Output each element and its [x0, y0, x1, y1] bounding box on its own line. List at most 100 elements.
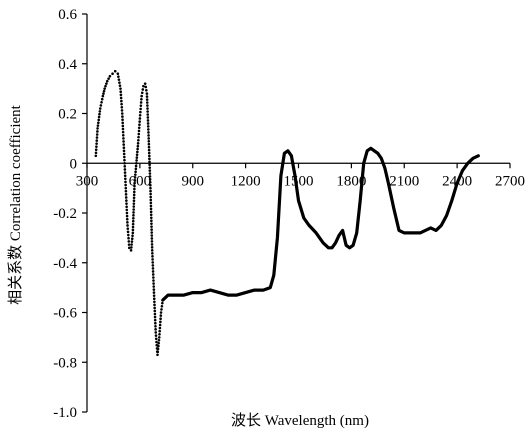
data-point	[143, 82, 147, 85]
data-point	[121, 130, 125, 134]
data-point	[159, 320, 162, 324]
data-point	[100, 101, 103, 104]
data-point	[117, 75, 120, 78]
data-point	[100, 97, 104, 101]
data-point	[129, 249, 133, 252]
data-point	[123, 174, 127, 177]
data-point	[149, 213, 153, 217]
data-point	[148, 163, 151, 167]
data-point	[119, 87, 122, 90]
data-point	[158, 323, 162, 327]
data-point	[132, 193, 136, 197]
y-tick-label: -0.6	[53, 306, 77, 322]
data-point	[120, 109, 124, 112]
data-point	[160, 308, 163, 311]
data-point	[125, 214, 129, 218]
data-point	[123, 158, 126, 162]
data-point	[146, 104, 149, 107]
data-point	[122, 143, 126, 146]
data-point	[122, 149, 126, 153]
data-point	[134, 167, 138, 171]
data-point	[94, 154, 98, 158]
data-point	[151, 267, 155, 270]
data-point	[111, 72, 114, 75]
data-point	[148, 178, 152, 181]
data-point	[97, 115, 101, 119]
data-point	[137, 129, 141, 133]
data-point	[147, 142, 151, 146]
data-point	[158, 326, 162, 330]
data-point	[133, 187, 136, 191]
data-point	[150, 219, 153, 222]
data-point	[160, 304, 164, 308]
data-point	[126, 233, 130, 237]
data-point	[156, 353, 159, 357]
data-point	[124, 180, 127, 184]
data-point	[149, 183, 152, 187]
data-point	[130, 243, 133, 246]
data-point	[126, 224, 129, 227]
data-point	[132, 205, 136, 208]
data-point	[132, 199, 136, 203]
data-point	[146, 125, 150, 128]
data-point	[127, 240, 131, 243]
data-point	[146, 119, 150, 122]
data-point	[152, 291, 156, 294]
data-point	[136, 144, 140, 148]
data-point	[128, 246, 131, 250]
data-point	[108, 74, 112, 78]
data-point	[152, 282, 155, 285]
data-point	[117, 78, 121, 81]
data-point	[140, 97, 143, 101]
data-point	[135, 161, 138, 165]
data-point	[120, 112, 124, 115]
data-point	[132, 208, 135, 211]
data-point	[101, 94, 105, 98]
data-point	[151, 273, 155, 276]
x-tick-label: 2100	[389, 173, 419, 189]
data-point	[138, 117, 142, 120]
data-point	[153, 306, 156, 310]
data-point	[147, 131, 150, 134]
data-point	[121, 133, 125, 137]
data-point	[124, 193, 128, 196]
data-point	[130, 246, 133, 249]
data-point	[148, 157, 151, 161]
data-point	[96, 130, 99, 133]
y-tick-label: 0.6	[58, 7, 77, 23]
plot-area: 0.6 0.4 0.2 0 -0.2 -0.4 -0.6 -0.8 -1.0 300 600 900 1…	[53, 7, 525, 421]
data-point	[148, 154, 151, 158]
data-point	[122, 152, 126, 156]
data-point	[151, 270, 155, 273]
data-point	[150, 249, 154, 252]
data-point	[94, 151, 98, 155]
data-point	[151, 261, 155, 264]
y-axis-title: 相关系数 Correlation coefficient	[7, 104, 24, 304]
data-point	[152, 279, 155, 282]
data-point	[95, 133, 99, 136]
data-point	[127, 236, 130, 240]
data-point	[153, 300, 156, 304]
data-point	[131, 228, 135, 232]
data-point	[130, 240, 134, 243]
data-point	[151, 252, 154, 255]
data-point	[120, 105, 124, 109]
data-point	[126, 221, 129, 224]
data-point	[148, 169, 152, 172]
data-point	[146, 110, 149, 113]
data-point	[149, 189, 152, 193]
data-point	[118, 84, 122, 87]
data-point	[149, 198, 153, 202]
data-point	[133, 176, 137, 179]
data-point	[140, 91, 144, 95]
data-point	[94, 148, 98, 152]
data-point	[154, 337, 158, 341]
data-point	[146, 107, 149, 110]
data-point	[147, 145, 151, 149]
data-point	[159, 314, 163, 317]
data-point	[137, 132, 141, 136]
data-point	[152, 276, 155, 279]
data-point	[134, 170, 137, 174]
data-point	[136, 150, 139, 154]
y-tick-label: 0	[70, 156, 78, 172]
